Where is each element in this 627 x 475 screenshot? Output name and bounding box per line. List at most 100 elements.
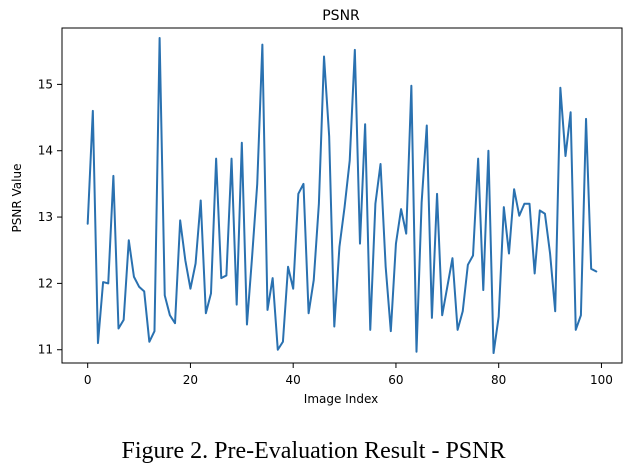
data-point: [251, 256, 253, 258]
data-point: [492, 352, 494, 354]
data-point: [415, 351, 417, 353]
data-point: [282, 341, 284, 343]
data-point: [374, 203, 376, 205]
data-point: [92, 110, 94, 112]
data-point: [117, 327, 119, 329]
psnr-line-chart: PSNR 0 20 40 60 80 100 11 12 13 14 15 Image Index…: [10, 8, 623, 406]
data-point: [323, 55, 325, 57]
data-point: [107, 282, 109, 284]
data-point: [200, 199, 202, 201]
data-point: [343, 206, 345, 208]
data-point: [210, 292, 212, 294]
data-point: [554, 310, 556, 312]
chart-title: PSNR: [322, 8, 360, 24]
plot-area: [86, 36, 598, 355]
data-point: [544, 213, 546, 215]
data-point: [215, 157, 217, 159]
data-point: [528, 203, 530, 205]
data-point: [225, 274, 227, 276]
data-point: [446, 286, 448, 288]
data-point: [287, 266, 289, 268]
data-point: [174, 322, 176, 324]
data-point: [313, 279, 315, 281]
x-tick-label: 40: [286, 373, 301, 387]
data-point: [580, 314, 582, 316]
data-point: [451, 257, 453, 259]
data-point: [328, 135, 330, 137]
data-point: [169, 314, 171, 316]
data-point: [369, 329, 371, 331]
data-point: [431, 317, 433, 319]
data-point: [400, 208, 402, 210]
data-point: [261, 43, 263, 45]
data-point: [148, 341, 150, 343]
data-point: [420, 201, 422, 203]
data-point: [277, 349, 279, 351]
x-tick-label: 20: [183, 373, 198, 387]
data-point: [467, 264, 469, 266]
x-tick-label: 60: [388, 373, 403, 387]
data-point: [112, 175, 114, 177]
data-point: [487, 150, 489, 152]
data-point: [102, 281, 104, 283]
data-point: [338, 246, 340, 248]
x-tick-label: 100: [590, 373, 613, 387]
data-point: [164, 294, 166, 296]
data-point: [189, 288, 191, 290]
data-point: [318, 203, 320, 205]
y-axis: 11 12 13 14 15: [38, 77, 62, 357]
data-point: [292, 288, 294, 290]
data-point: [564, 155, 566, 157]
data-point: [462, 310, 464, 312]
data-point: [379, 163, 381, 165]
data-point: [405, 232, 407, 234]
data-point: [441, 314, 443, 316]
y-tick-label: 12: [38, 276, 53, 290]
data-point: [179, 219, 181, 221]
x-axis: 0 20 40 60 80 100: [84, 363, 613, 387]
data-point: [256, 183, 258, 185]
data-point: [354, 49, 356, 51]
data-point: [307, 312, 309, 314]
data-point: [97, 342, 99, 344]
data-point: [513, 188, 515, 190]
data-point: [122, 319, 124, 321]
x-axis-label: Image Index: [304, 392, 378, 406]
y-tick-label: 13: [38, 210, 53, 224]
data-point: [472, 254, 474, 256]
data-point: [266, 309, 268, 311]
data-point: [271, 277, 273, 279]
data-point: [205, 312, 207, 314]
data-point: [364, 123, 366, 125]
data-point: [569, 111, 571, 113]
series-line-psnr: [86, 36, 598, 355]
data-point: [359, 242, 361, 244]
data-point: [246, 323, 248, 325]
data-point: [302, 183, 304, 185]
data-point: [128, 239, 130, 241]
data-point: [390, 330, 392, 332]
data-point: [241, 142, 243, 144]
data-point: [436, 193, 438, 195]
data-point: [503, 206, 505, 208]
data-point: [539, 209, 541, 211]
data-point: [384, 266, 386, 268]
data-point: [235, 303, 237, 305]
data-point: [595, 270, 597, 272]
data-point: [477, 157, 479, 159]
data-point: [220, 277, 222, 279]
data-point: [143, 290, 145, 292]
data-point: [590, 268, 592, 270]
y-axis-label: PSNR Value: [10, 164, 24, 233]
data-point: [349, 159, 351, 161]
data-point: [508, 252, 510, 254]
data-point: [482, 289, 484, 291]
data-point: [158, 37, 160, 39]
data-point: [230, 157, 232, 159]
data-point: [575, 329, 577, 331]
figure-caption: Figure 2. Pre-Evaluation Result - PSNR: [121, 438, 506, 464]
data-point: [518, 215, 520, 217]
data-point: [523, 203, 525, 205]
data-point: [410, 85, 412, 87]
data-point: [426, 124, 428, 126]
